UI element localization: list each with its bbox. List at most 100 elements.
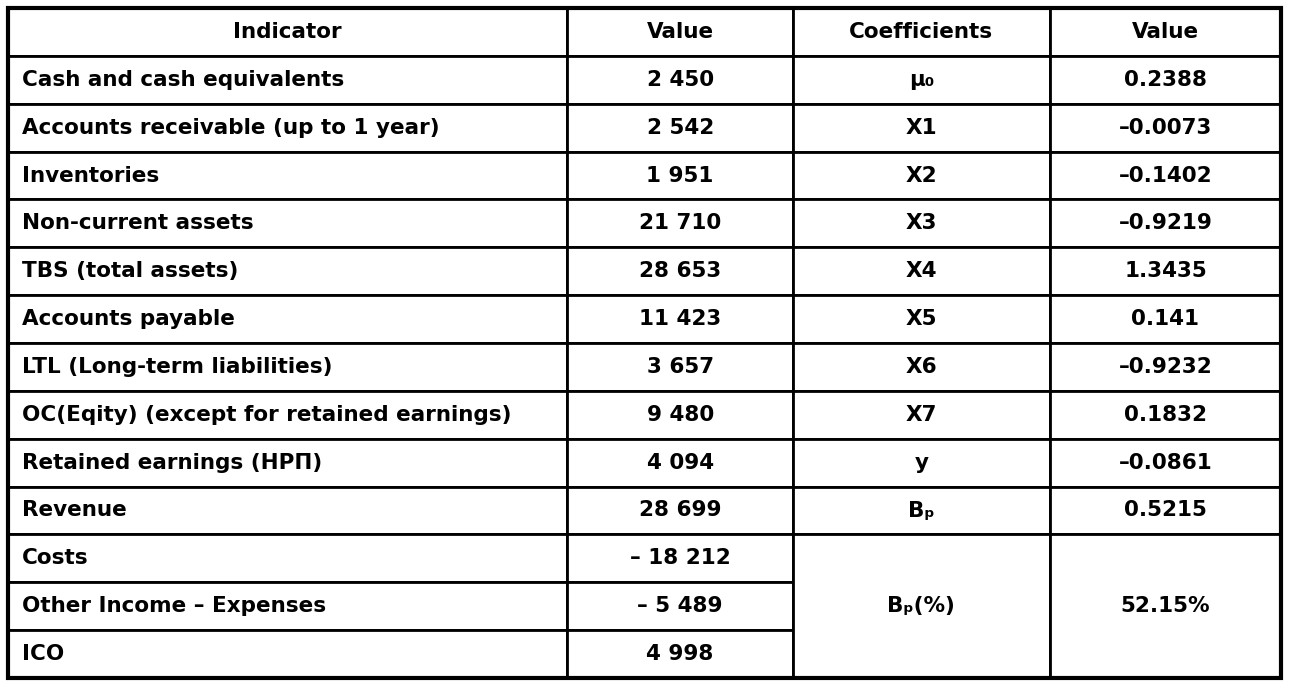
Text: LTL (Long-term liabilities): LTL (Long-term liabilities)	[22, 357, 333, 377]
Text: Bₚ(%): Bₚ(%)	[887, 596, 955, 616]
Bar	[1051, 104, 1281, 152]
Bar	[8, 104, 567, 152]
Bar	[793, 104, 1051, 152]
Bar	[567, 391, 793, 439]
Bar	[8, 56, 567, 104]
Bar	[1051, 56, 1281, 104]
Bar	[793, 343, 1051, 391]
Bar	[8, 295, 567, 343]
Text: Coefficients: Coefficients	[849, 22, 994, 42]
Text: OC(Eqity) (except for retained earnings): OC(Eqity) (except for retained earnings)	[22, 405, 512, 425]
Text: X2: X2	[906, 165, 937, 185]
Bar	[8, 630, 567, 678]
Bar	[8, 534, 567, 582]
Text: – 5 489: – 5 489	[637, 596, 723, 616]
Bar	[1051, 534, 1281, 678]
Bar	[1051, 343, 1281, 391]
Text: Revenue: Revenue	[22, 501, 126, 521]
Bar	[1051, 391, 1281, 439]
Bar	[793, 152, 1051, 200]
Text: Value: Value	[647, 22, 714, 42]
Text: –0.9232: –0.9232	[1119, 357, 1213, 377]
Bar	[1051, 152, 1281, 200]
Text: ICO: ICO	[22, 644, 64, 664]
Text: 9 480: 9 480	[647, 405, 714, 425]
Text: X4: X4	[906, 261, 937, 281]
Bar	[567, 439, 793, 486]
Bar	[567, 295, 793, 343]
Bar	[1051, 200, 1281, 247]
Text: –0.9219: –0.9219	[1119, 213, 1213, 233]
Bar	[793, 391, 1051, 439]
Text: 2 542: 2 542	[647, 117, 714, 138]
Text: X7: X7	[906, 405, 937, 425]
Bar	[8, 200, 567, 247]
Bar	[8, 343, 567, 391]
Text: Costs: Costs	[22, 548, 89, 569]
Text: Inventories: Inventories	[22, 165, 160, 185]
Bar	[1051, 8, 1281, 56]
Text: 4 998: 4 998	[647, 644, 714, 664]
Bar	[8, 391, 567, 439]
Text: 4 094: 4 094	[647, 453, 714, 473]
Text: 52.15%: 52.15%	[1120, 596, 1210, 616]
Text: Non-current assets: Non-current assets	[22, 213, 254, 233]
Text: 0.2388: 0.2388	[1124, 70, 1207, 90]
Text: X6: X6	[906, 357, 937, 377]
Text: X3: X3	[906, 213, 937, 233]
Bar	[793, 8, 1051, 56]
Text: y: y	[914, 453, 928, 473]
Bar	[567, 534, 793, 582]
Bar	[793, 295, 1051, 343]
Bar	[567, 8, 793, 56]
Text: Accounts receivable (up to 1 year): Accounts receivable (up to 1 year)	[22, 117, 440, 138]
Bar	[793, 534, 1051, 678]
Text: Indicator: Indicator	[233, 22, 342, 42]
Bar	[567, 200, 793, 247]
Text: Other Income – Expenses: Other Income – Expenses	[22, 596, 326, 616]
Bar	[567, 247, 793, 295]
Bar	[1051, 247, 1281, 295]
Bar	[793, 439, 1051, 486]
Bar	[567, 343, 793, 391]
Text: 1.3435: 1.3435	[1124, 261, 1207, 281]
Text: 1 951: 1 951	[647, 165, 714, 185]
Text: – 18 212: – 18 212	[630, 548, 731, 569]
Bar	[793, 56, 1051, 104]
Bar	[793, 200, 1051, 247]
Bar	[8, 486, 567, 534]
Text: 21 710: 21 710	[639, 213, 722, 233]
Bar	[8, 247, 567, 295]
Text: –0.0073: –0.0073	[1119, 117, 1212, 138]
Text: X5: X5	[906, 309, 937, 329]
Text: –0.0861: –0.0861	[1119, 453, 1213, 473]
Bar	[8, 152, 567, 200]
Bar	[567, 104, 793, 152]
Bar	[1051, 439, 1281, 486]
Text: 2 450: 2 450	[647, 70, 714, 90]
Bar	[567, 582, 793, 630]
Text: Bₚ: Bₚ	[907, 501, 935, 521]
Text: 11 423: 11 423	[639, 309, 722, 329]
Bar	[567, 486, 793, 534]
Text: 0.5215: 0.5215	[1124, 501, 1207, 521]
Text: Cash and cash equivalents: Cash and cash equivalents	[22, 70, 344, 90]
Bar	[567, 152, 793, 200]
Text: X1: X1	[906, 117, 937, 138]
Text: 0.141: 0.141	[1132, 309, 1200, 329]
Text: 0.1832: 0.1832	[1124, 405, 1207, 425]
Bar	[8, 8, 567, 56]
Bar	[567, 630, 793, 678]
Bar	[8, 582, 567, 630]
Text: μ₀: μ₀	[909, 70, 935, 90]
Text: Accounts payable: Accounts payable	[22, 309, 235, 329]
Text: Retained earnings (НРП): Retained earnings (НРП)	[22, 453, 322, 473]
Text: 28 699: 28 699	[639, 501, 722, 521]
Bar	[793, 486, 1051, 534]
Bar	[567, 56, 793, 104]
Text: Value: Value	[1132, 22, 1199, 42]
Text: TBS (total assets): TBS (total assets)	[22, 261, 238, 281]
Bar	[793, 247, 1051, 295]
Text: 28 653: 28 653	[639, 261, 722, 281]
Bar	[1051, 486, 1281, 534]
